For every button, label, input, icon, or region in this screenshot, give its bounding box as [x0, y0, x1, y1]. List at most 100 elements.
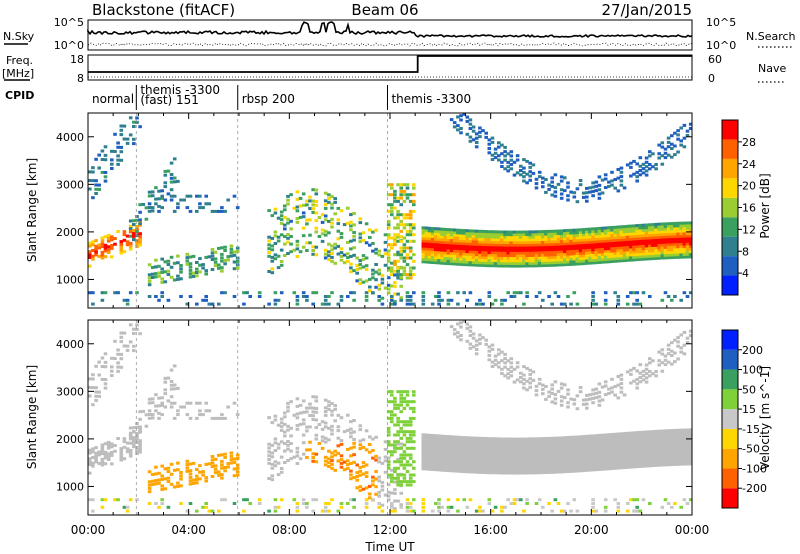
velocity-cell	[644, 441, 649, 444]
velocity-cell	[673, 447, 677, 451]
velocity-cell	[311, 456, 315, 459]
power-cell	[443, 246, 448, 250]
velocity-cell	[506, 468, 510, 472]
velocity-cell	[128, 454, 133, 458]
power-cell	[682, 242, 687, 246]
power-cell	[390, 236, 394, 240]
power-cell	[666, 251, 671, 254]
power-cell	[342, 253, 347, 257]
power-cell	[679, 234, 683, 238]
velocity-cell	[185, 413, 190, 417]
power-cell	[223, 291, 227, 295]
power-cell	[179, 198, 183, 202]
power-cell	[176, 261, 180, 265]
power-cell	[295, 220, 300, 224]
velocity-cell	[122, 445, 127, 449]
power-cell	[386, 236, 391, 240]
velocity-cell	[493, 471, 498, 475]
power-cell	[673, 237, 677, 241]
velocity-cell	[100, 460, 105, 464]
velocity-cell	[622, 458, 627, 462]
power-cell	[427, 229, 432, 233]
power-cell	[128, 116, 133, 120]
velocity-cell	[292, 498, 297, 502]
power-cell	[688, 291, 693, 295]
power-cell	[541, 180, 545, 184]
power-cell	[424, 252, 429, 256]
velocity-cell	[204, 505, 208, 509]
power-cell	[446, 291, 451, 295]
velocity-cell	[185, 463, 190, 467]
velocity-cell	[210, 455, 215, 458]
power-cell	[311, 245, 315, 249]
velocity-cell	[578, 461, 583, 465]
velocity-cell	[330, 413, 334, 417]
power-cell	[500, 238, 504, 242]
power-cell	[474, 132, 479, 136]
velocity-cell	[176, 468, 180, 472]
power-cell	[292, 248, 297, 252]
velocity-cell	[688, 446, 693, 450]
power-cell	[396, 292, 400, 296]
velocity-cell	[100, 365, 105, 368]
velocity-cell	[553, 436, 558, 440]
power-cell	[490, 232, 495, 236]
power-cell	[128, 133, 133, 137]
velocity-cell	[386, 490, 391, 494]
velocity-cell	[509, 461, 514, 465]
power-cell	[327, 302, 331, 306]
power-cell	[456, 249, 460, 253]
velocity-cell	[493, 463, 498, 467]
power-cell	[424, 234, 429, 238]
velocity-cell	[412, 473, 416, 477]
power-cell	[368, 228, 372, 232]
power-cell	[603, 226, 608, 230]
power-cell	[534, 230, 539, 234]
velocity-cell	[654, 453, 658, 457]
velocity-cell	[176, 386, 180, 390]
power-cell	[188, 262, 193, 266]
power-cell	[553, 190, 558, 194]
velocity-cell	[597, 439, 602, 443]
x-axis-label: Time UT	[364, 540, 415, 554]
power-cell	[682, 291, 687, 295]
power-cell	[412, 273, 416, 277]
power-cell	[434, 248, 438, 252]
power-cell	[632, 253, 636, 257]
velocity-cell	[330, 451, 334, 455]
velocity-cell	[314, 460, 319, 464]
power-cell	[430, 242, 435, 246]
velocity-cell	[390, 390, 394, 394]
power-cell	[528, 233, 532, 237]
power-cell	[128, 291, 133, 295]
velocity-cell	[408, 476, 413, 480]
power-cell	[572, 231, 577, 235]
velocity-cell	[619, 453, 624, 457]
velocity-cell	[613, 443, 617, 447]
power-cell	[408, 199, 413, 203]
velocity-cell	[519, 471, 523, 475]
velocity-cell	[434, 457, 438, 461]
power-cell	[528, 251, 532, 255]
power-cell	[493, 238, 498, 242]
velocity-cell	[487, 502, 492, 505]
power-cell	[358, 236, 363, 240]
velocity-cell	[396, 423, 400, 427]
velocity-cell	[462, 441, 466, 445]
velocity-cell	[201, 470, 205, 474]
power-cell	[160, 257, 164, 261]
power-cell	[459, 249, 463, 253]
power-cell	[553, 261, 558, 264]
velocity-cell	[390, 491, 394, 495]
power-cell	[424, 244, 429, 248]
power-cell	[377, 253, 381, 257]
velocity-cell	[578, 390, 583, 394]
velocity-cell	[323, 502, 328, 505]
velocity-cell	[468, 439, 473, 442]
velocity-cell	[91, 386, 95, 390]
velocity-cell	[537, 460, 542, 464]
velocity-cell	[88, 448, 92, 452]
power-cell	[169, 194, 174, 198]
velocity-cell	[478, 452, 482, 456]
power-cell	[588, 230, 592, 234]
